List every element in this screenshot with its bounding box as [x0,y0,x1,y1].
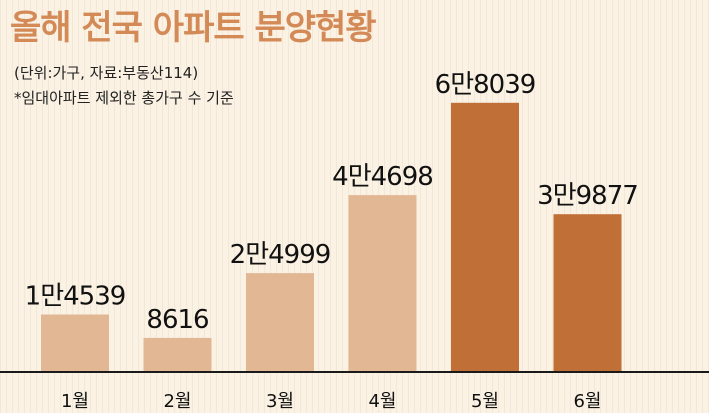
bars-group [41,102,622,373]
x-tick-label-2: 2월 [163,391,191,412]
bar-4 [348,195,417,372]
bar-2 [143,337,212,372]
chart-title: 올해 전국 아파트 분양현황 [10,8,377,48]
bar-5 [451,102,519,373]
value-label-5: 6만8039 [435,70,536,100]
x-tick-label-6: 6월 [573,391,601,412]
value-label-4: 4만4698 [332,162,433,192]
x-tick-labels-group: 1월 2월 3월 4월 5월 6월 [61,391,602,412]
bar-1 [41,314,109,372]
footnote: *임대아파트 제외한 총가구 수 기준 [14,89,234,107]
value-label-6: 3만9877 [537,181,638,211]
x-tick-label-3: 3월 [266,391,294,412]
value-label-3: 2만4999 [230,240,331,270]
x-tick-label-1: 1월 [61,391,89,412]
value-label-1: 1만4539 [25,282,126,312]
value-labels-group: 1만4539 8616 2만4999 4만4698 6만8039 3만9877 [25,70,639,335]
value-label-2: 8616 [146,305,208,335]
unit-source-note: (단위:가구, 자료:부동산114) [14,64,199,82]
bar-3 [246,273,314,372]
x-tick-label-5: 5월 [471,391,499,412]
x-tick-label-4: 4월 [368,391,396,412]
bar-6 [553,214,622,372]
